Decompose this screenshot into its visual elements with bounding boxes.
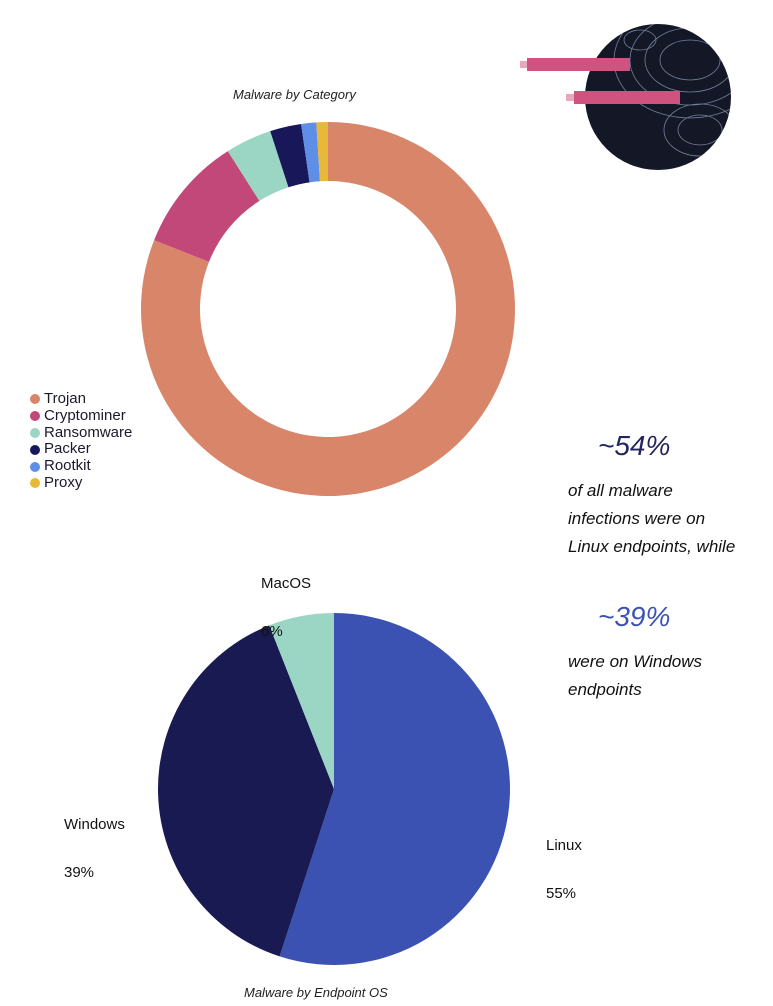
- stat-line: infections were on: [568, 509, 706, 528]
- donut-slice-packer: [270, 123, 310, 188]
- donut-slice-rootkit: [301, 122, 320, 183]
- legend-item: Cryptominer: [30, 406, 132, 425]
- legend-label: Rootkit: [44, 457, 91, 475]
- pie-label-name: Windows: [64, 816, 125, 833]
- pie-slice-macos: [269, 613, 334, 789]
- decor-bar-1: [527, 58, 630, 71]
- pie-label-linux: Linux 55%: [546, 806, 582, 934]
- legend-swatch: [30, 461, 40, 472]
- legend-item: Proxy: [30, 473, 132, 492]
- legend-item: Packer: [30, 441, 132, 458]
- stat-line: endpoints: [568, 680, 642, 699]
- legend-label: Proxy: [44, 473, 83, 491]
- pie-label-value: 39%: [64, 864, 95, 881]
- linux-share-text: of all malware infections were on Linux …: [568, 477, 735, 561]
- donut-slice-ransomware: [227, 131, 289, 201]
- legend-swatch: [30, 427, 40, 438]
- pie-chart-title: Malware by Endpoint OS: [244, 985, 388, 1000]
- legend-label: Trojan: [44, 390, 86, 407]
- legend-swatch: [30, 394, 40, 405]
- donut-slice-trojan: [141, 122, 515, 497]
- decor-bar-2: [574, 91, 680, 104]
- legend-label: Cryptominer: [44, 406, 126, 424]
- donut-chart-title: Malware by Category: [233, 87, 356, 102]
- pie-label-macos: MacOS 6%: [261, 544, 311, 672]
- category-legend: Trojan Cryptominer Ransomware Packer Roo…: [30, 390, 133, 492]
- linux-share-stat: ~54%: [598, 430, 671, 461]
- legend-item: Trojan: [30, 390, 132, 408]
- donut-slice-cryptominer: [154, 151, 260, 262]
- pie-label-name: MacOS: [261, 575, 312, 592]
- stat-line: Linux endpoints, while: [568, 537, 736, 556]
- pie-label-value: 55%: [546, 885, 577, 902]
- donut-slice-proxy: [316, 122, 328, 182]
- legend-item: Rootkit: [30, 457, 132, 475]
- legend-label: Packer: [44, 440, 91, 458]
- pie-slice-windows: [158, 625, 334, 957]
- legend-swatch: [30, 411, 40, 422]
- windows-share-text: were on Windows endpoints: [568, 648, 702, 704]
- windows-share-stat: ~39%: [598, 601, 671, 632]
- stat-line: of all malware: [568, 481, 673, 500]
- legend-swatch: [30, 478, 40, 489]
- legend-label: Ransomware: [44, 423, 133, 441]
- legend-swatch: [30, 444, 40, 455]
- pie-label-name: Linux: [546, 837, 582, 854]
- stat-line: were on Windows: [568, 652, 703, 671]
- pie-label-windows: Windows 39%: [64, 785, 125, 913]
- pie-label-value: 6%: [261, 623, 283, 640]
- legend-item: Ransomware: [30, 423, 133, 442]
- pie-slice-linux: [279, 613, 511, 965]
